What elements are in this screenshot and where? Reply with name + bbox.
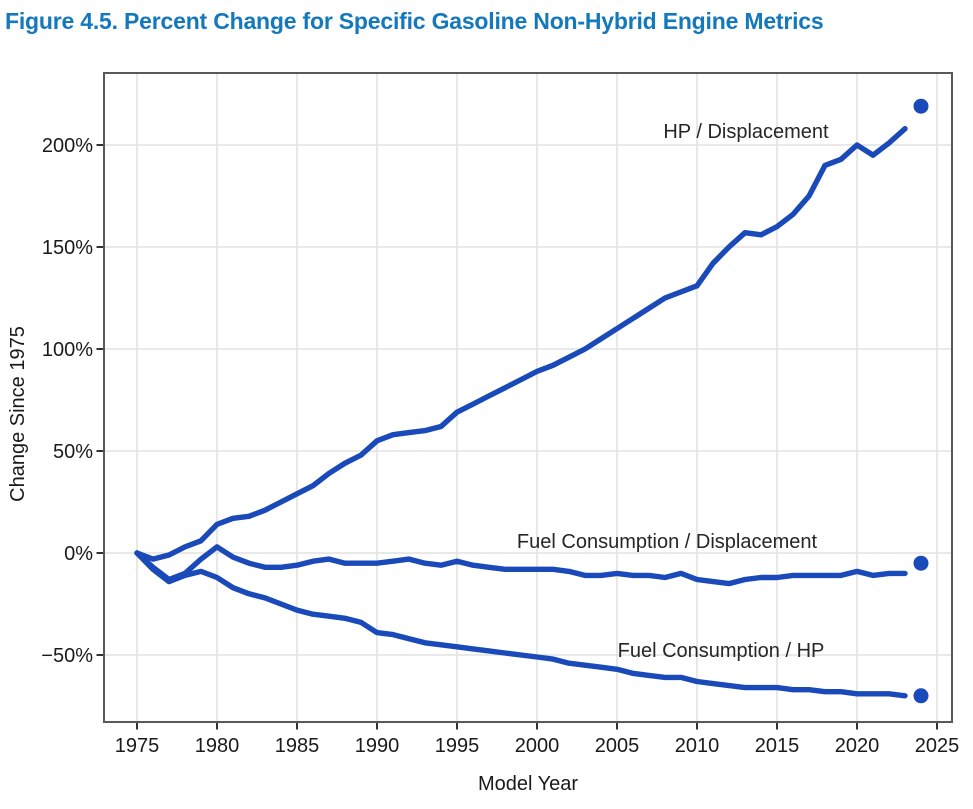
series-label-hp-displacement: HP / Displacement: [663, 121, 829, 143]
plot-border: [103, 72, 953, 723]
figure-title: Figure 4.5. Percent Change for Specific …: [5, 8, 824, 34]
series-label-fuel-consumption-displacement: Fuel Consumption / Displacement: [517, 531, 818, 553]
series-line-fuel-consumption-displacement: [134, 544, 908, 587]
y-axis-title: Change Since 1975: [7, 326, 29, 502]
y-tick-label: 150%: [42, 237, 93, 259]
x-tick-label: 2005: [595, 735, 640, 757]
series-dot-2024-fuel-consumption-displacement: [913, 555, 929, 571]
plot-panel: [104, 73, 952, 722]
series-line-hp-displacement: [134, 125, 908, 562]
x-axis-title: Model Year: [478, 773, 578, 795]
x-tick-label: 2025: [915, 735, 960, 757]
series-label-fuel-consumption-hp: Fuel Consumption / HP: [618, 640, 825, 662]
x-tick-label: 2015: [755, 735, 800, 757]
series-dot-2024-fuel-consumption-hp: [913, 688, 929, 704]
x-tick-label: 2010: [675, 735, 720, 757]
x-tick-label: 2000: [515, 735, 560, 757]
x-tick-label: 1990: [355, 735, 400, 757]
y-tick-label: 0%: [64, 543, 93, 565]
y-tick-label: −50%: [41, 645, 93, 667]
series-line-fuel-consumption-hp: [134, 550, 908, 699]
x-tick-label: 1985: [275, 735, 320, 757]
y-tick-label: 200%: [42, 135, 93, 157]
x-tick-label: 2020: [835, 735, 880, 757]
x-tick-label: 1980: [195, 735, 240, 757]
y-tick-label: 50%: [53, 441, 93, 463]
x-tick-label: 1975: [115, 735, 160, 757]
x-tick-label: 1995: [435, 735, 480, 757]
series-dot-2024-hp-displacement: [913, 98, 929, 114]
y-tick-label: 100%: [42, 339, 93, 361]
